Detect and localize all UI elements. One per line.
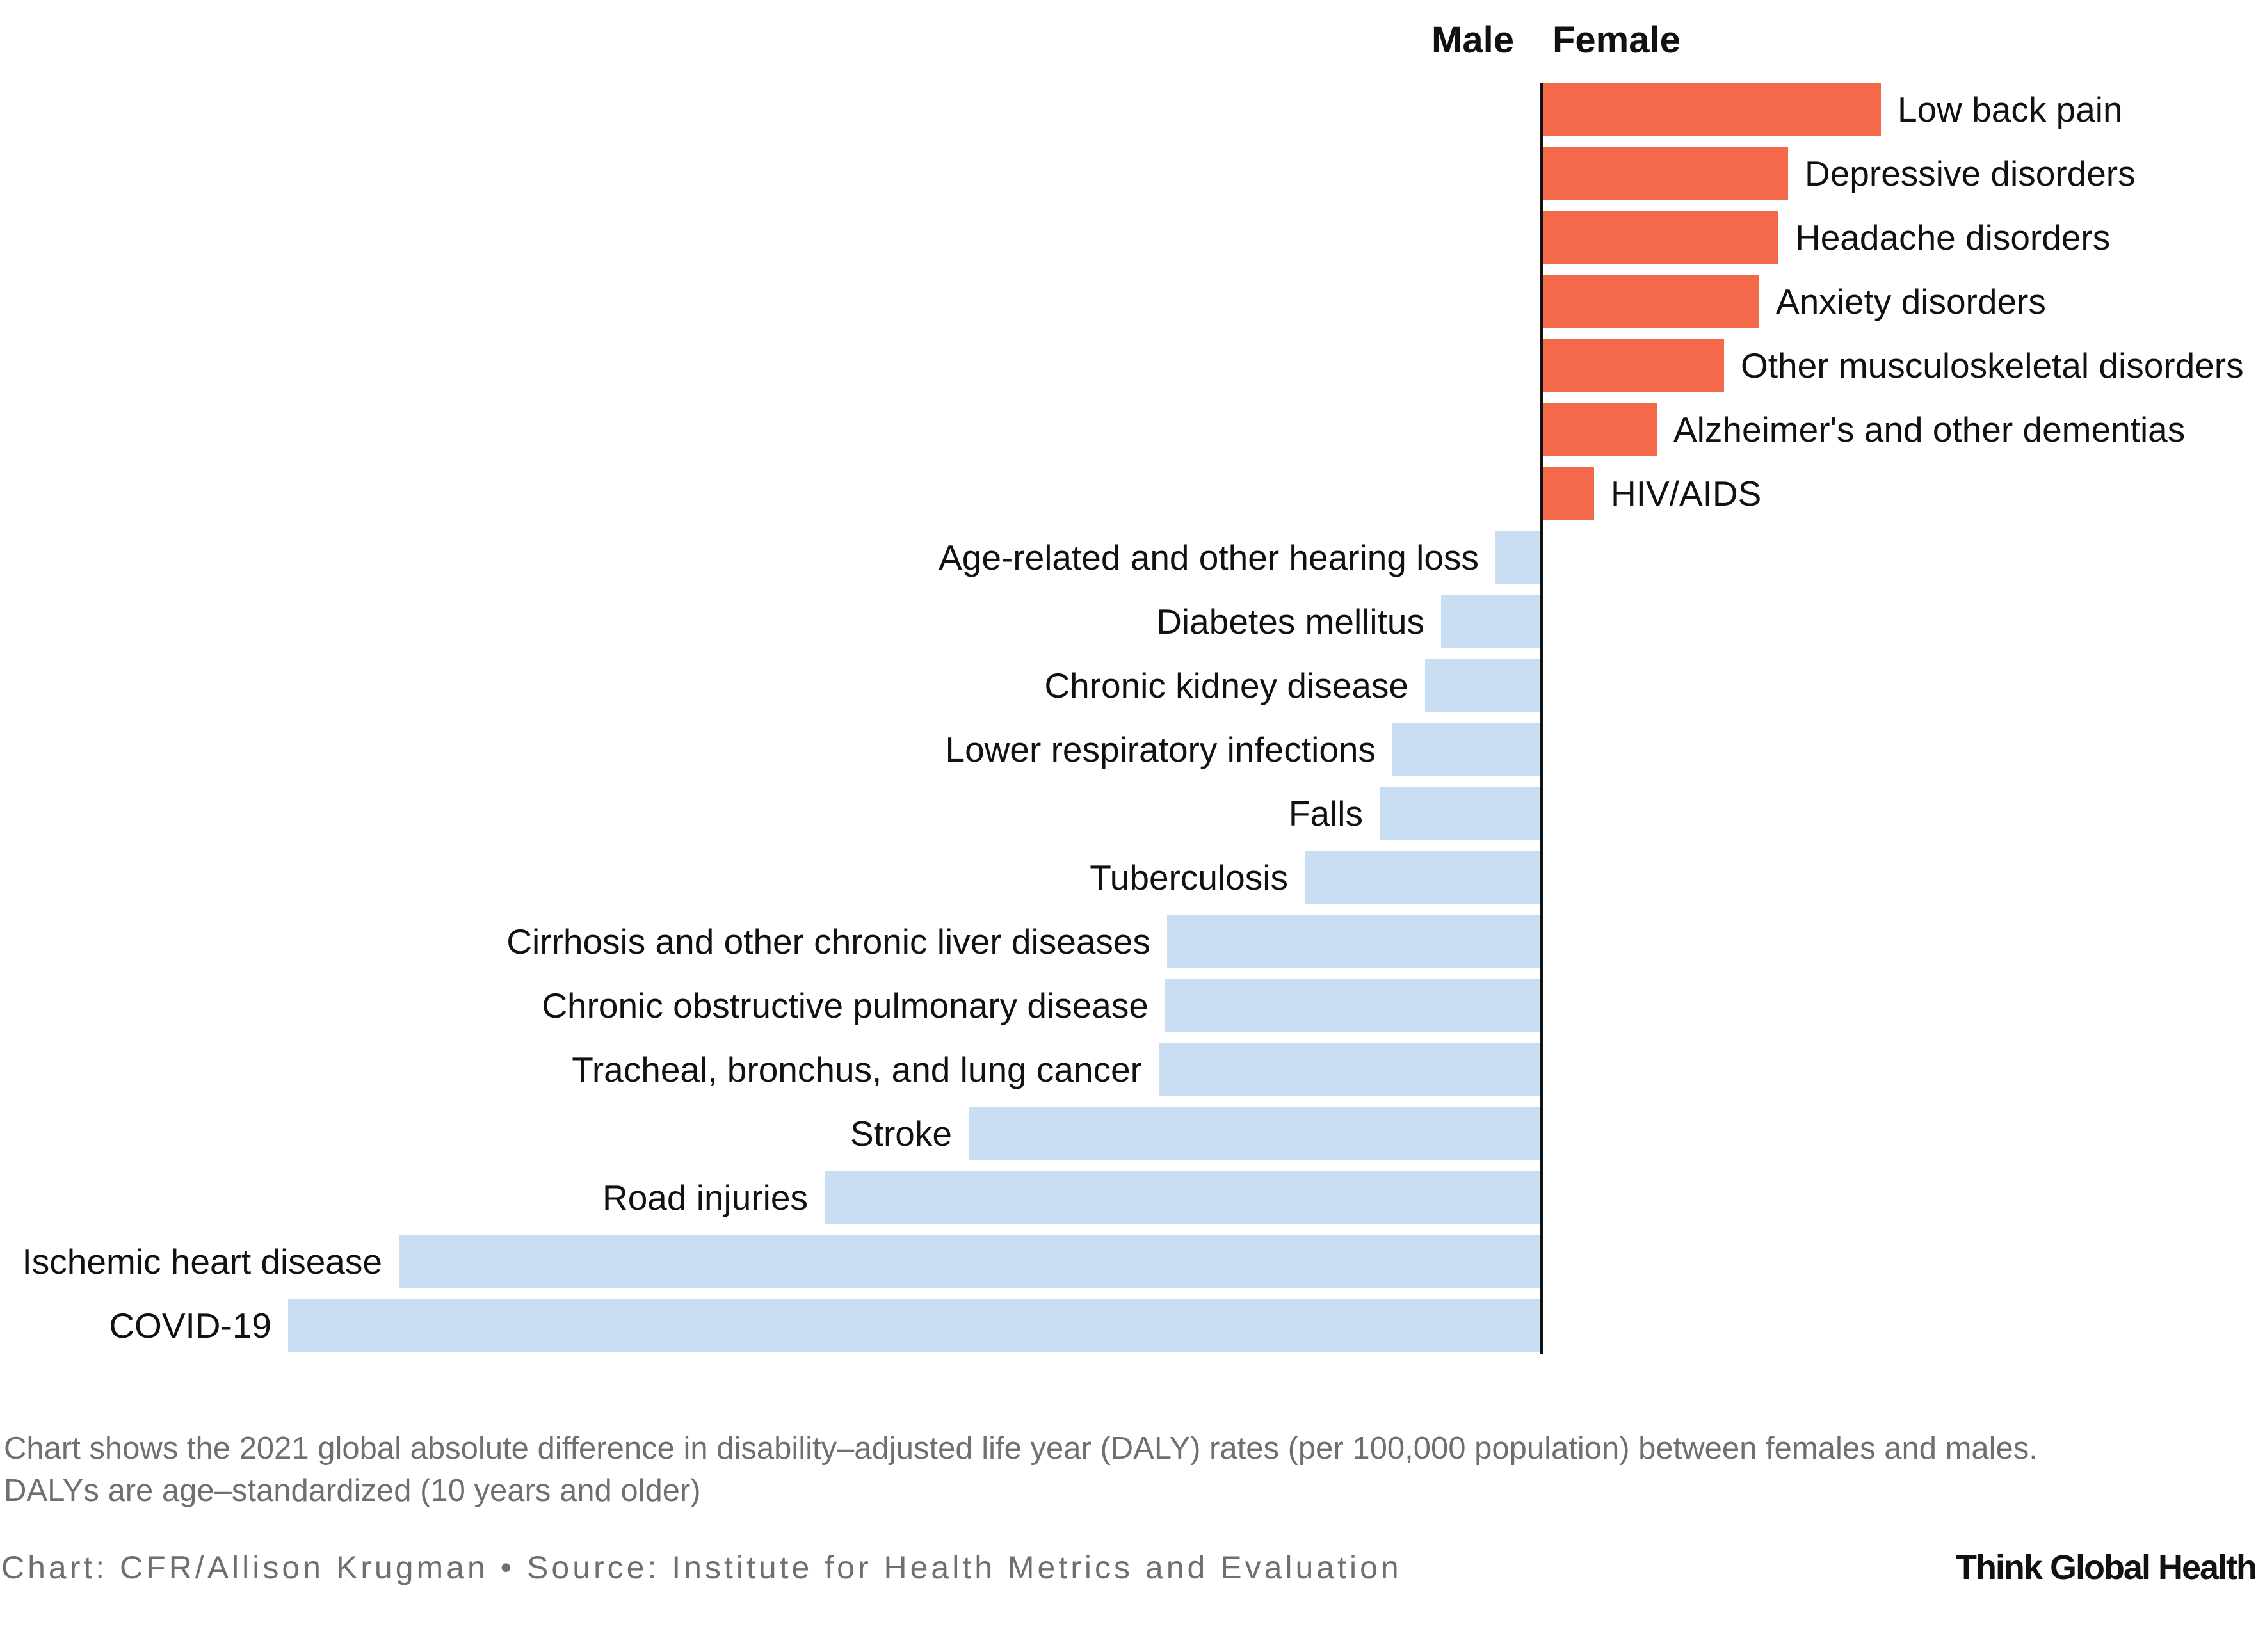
bar-depressive-disorders bbox=[1542, 147, 1788, 200]
category-label: Anxiety disorders bbox=[1776, 282, 2046, 321]
category-label: Low back pain bbox=[1898, 90, 2123, 129]
bar-falls bbox=[1380, 787, 1542, 840]
category-label: Depressive disorders bbox=[1805, 154, 2136, 193]
bars-group bbox=[288, 83, 1881, 1352]
bar-chronic-kidney-disease bbox=[1425, 659, 1542, 712]
bar-chronic-obstructive-pulmonary-disease bbox=[1165, 979, 1542, 1032]
bar-covid-19 bbox=[288, 1299, 1542, 1352]
bar-low-back-pain bbox=[1542, 83, 1881, 136]
category-label: COVID-19 bbox=[109, 1306, 271, 1345]
category-label: Chronic obstructive pulmonary disease bbox=[542, 986, 1149, 1025]
brand-logo: Think Global Health bbox=[1955, 1548, 2257, 1587]
bar-tuberculosis bbox=[1305, 851, 1542, 904]
header-female: Female bbox=[1552, 19, 1681, 61]
category-label: Other musculoskeletal disorders bbox=[1741, 346, 2244, 385]
bar-diabetes-mellitus bbox=[1441, 595, 1542, 648]
category-label: Falls bbox=[1289, 794, 1363, 833]
bar-alzheimer-s-and-other-dementias bbox=[1542, 403, 1657, 456]
category-label: Tuberculosis bbox=[1090, 858, 1288, 897]
category-label: Headache disorders bbox=[1795, 218, 2110, 257]
category-label: Diabetes mellitus bbox=[1156, 602, 1424, 641]
bar-lower-respiratory-infections bbox=[1392, 723, 1542, 776]
labels-group: Low back pain Depressive disorders Headach… bbox=[22, 90, 2244, 1345]
category-label: Stroke bbox=[850, 1114, 952, 1153]
footnote-line-1: Chart shows the 2021 global absolute dif… bbox=[4, 1431, 2038, 1466]
bar-headache-disorders bbox=[1542, 211, 1778, 264]
bar-age-related-and-other-hearing-loss bbox=[1495, 531, 1542, 584]
source-credit: Chart: CFR/Allison Krugman • Source: Ins… bbox=[1, 1550, 1402, 1585]
bar-cirrhosis-and-other-chronic-liver-diseases bbox=[1167, 915, 1542, 968]
header-male: Male bbox=[1431, 19, 1514, 61]
category-label: HIV/AIDS bbox=[1611, 474, 1761, 513]
bar-road-injuries bbox=[825, 1171, 1542, 1224]
bar-other-musculoskeletal-disorders bbox=[1542, 339, 1724, 392]
footnote-line-2: DALYs are age–standardized (10 years and… bbox=[4, 1473, 701, 1508]
category-label: Tracheal, bronchus, and lung cancer bbox=[572, 1050, 1142, 1089]
category-label: Age-related and other hearing loss bbox=[939, 538, 1479, 577]
bar-ischemic-heart-disease bbox=[399, 1235, 1542, 1288]
category-label: Road injuries bbox=[602, 1178, 808, 1217]
bar-stroke bbox=[969, 1107, 1542, 1160]
category-label: Lower respiratory infections bbox=[945, 730, 1376, 769]
bar-tracheal-bronchus-and-lung-cancer bbox=[1159, 1043, 1542, 1096]
bar-anxiety-disorders bbox=[1542, 275, 1759, 328]
category-label: Alzheimer's and other dementias bbox=[1673, 410, 2185, 449]
category-label: Cirrhosis and other chronic liver diseas… bbox=[506, 922, 1150, 961]
category-label: Ischemic heart disease bbox=[22, 1242, 383, 1281]
category-label: Chronic kidney disease bbox=[1044, 666, 1408, 705]
footnote: Chart shows the 2021 global absolute dif… bbox=[4, 1427, 2213, 1512]
bar-hiv-aids bbox=[1542, 467, 1594, 520]
